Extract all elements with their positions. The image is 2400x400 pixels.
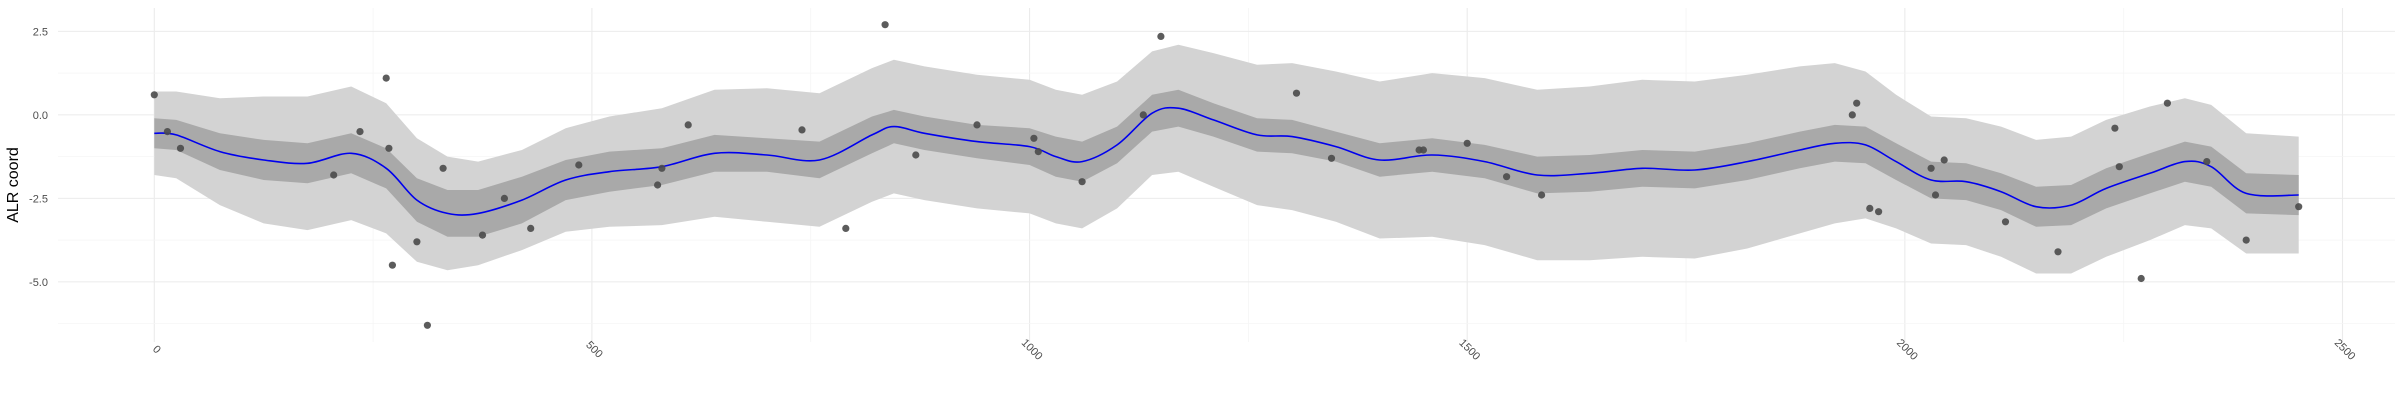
data-point [527, 224, 535, 232]
data-point [423, 321, 431, 329]
data-point [413, 238, 421, 246]
x-tick-label: 1500 [1456, 337, 1482, 363]
data-point [1078, 178, 1086, 186]
x-tick-label: 500 [583, 339, 604, 360]
data-point [654, 181, 662, 189]
y-tick-label: 0.0 [33, 110, 48, 122]
data-point [330, 171, 338, 179]
data-point [1931, 191, 1940, 199]
data-point [2242, 236, 2250, 244]
data-point [881, 21, 889, 29]
data-point [500, 194, 508, 202]
x-tick-label: 0 [150, 343, 163, 356]
data-point [684, 121, 692, 129]
data-point [478, 231, 487, 239]
data-point [1875, 208, 1883, 216]
data-point [575, 161, 583, 169]
fitted-curve [154, 106, 2299, 216]
x-tick-label: 2500 [2332, 337, 2358, 363]
data-point [1853, 99, 1861, 107]
data-point [2111, 124, 2119, 132]
y-axis-tick-labels: 2.5 0.0 -2.5 -5.0 [29, 26, 48, 289]
data-point [798, 126, 806, 134]
data-point [1463, 139, 1471, 147]
data-point [150, 91, 158, 99]
x-axis-tick-labels: 0 500 1000 1500 2000 2500 [150, 337, 2358, 363]
data-point [1927, 164, 1935, 172]
data-point [658, 164, 666, 172]
data-point [2054, 248, 2062, 256]
data-point [2001, 218, 2010, 226]
data-point [1940, 156, 1948, 164]
data-point [1034, 148, 1042, 156]
y-tick-label: -5.0 [29, 277, 48, 289]
inner-confidence-band [154, 89, 2299, 237]
data-point [1157, 32, 1165, 41]
data-point [842, 224, 850, 232]
x-tick-label: 1000 [1019, 337, 1045, 363]
data-point [1292, 89, 1301, 97]
data-point [1503, 173, 1511, 181]
data-point [2295, 203, 2303, 211]
data-point [388, 261, 396, 269]
data-point [912, 151, 920, 159]
y-axis-title: ALR coord [5, 147, 22, 223]
x-tick-label: 2000 [1894, 337, 1920, 363]
data-point [2115, 163, 2123, 171]
data-point [1538, 191, 1546, 199]
data-points [150, 21, 2303, 329]
data-point [1419, 146, 1427, 154]
data-point [1866, 204, 1874, 212]
data-point [1030, 134, 1038, 142]
data-point [2203, 158, 2211, 166]
data-point [382, 74, 390, 82]
data-point [176, 144, 185, 152]
data-point [439, 164, 447, 172]
y-tick-label: 2.5 [33, 26, 48, 38]
data-point [356, 128, 364, 136]
data-point [2163, 99, 2171, 107]
outer-confidence-band [154, 44, 2299, 274]
y-tick-label: -2.5 [29, 193, 48, 205]
data-point [2137, 274, 2145, 283]
data-point [1327, 154, 1336, 162]
data-point [973, 121, 981, 129]
data-point [385, 144, 393, 152]
data-point [1848, 111, 1856, 119]
data-point [1139, 111, 1147, 119]
data-point [163, 128, 171, 136]
